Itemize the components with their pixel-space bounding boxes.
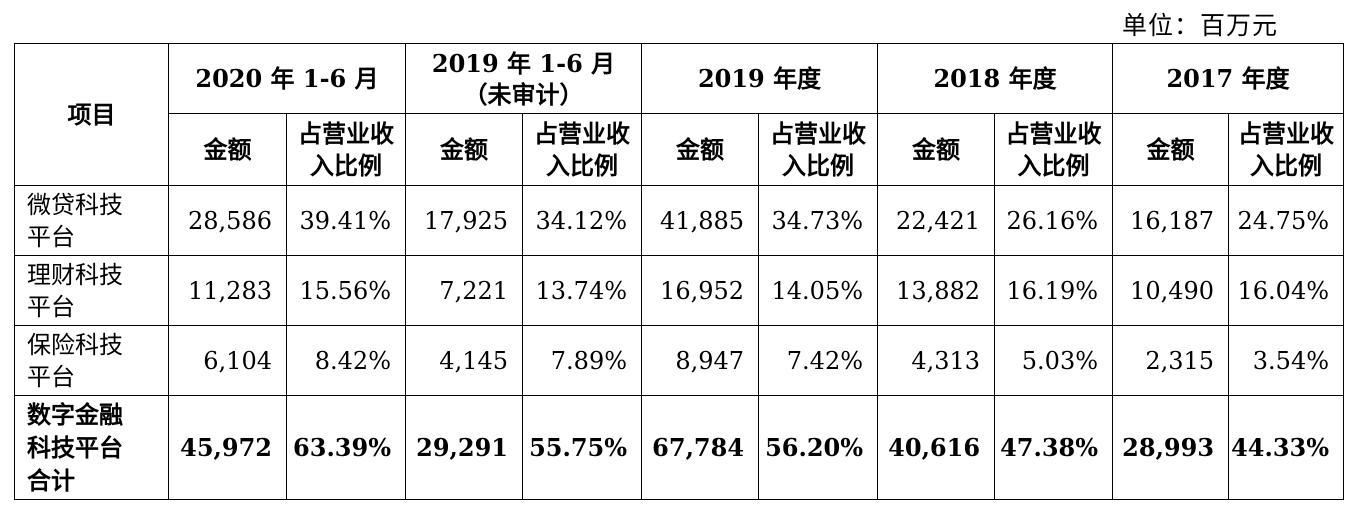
period-header: 2019 年度	[641, 43, 879, 114]
amount-cell: 7,221	[405, 255, 524, 326]
row-label: 微贷科技 平台	[14, 185, 169, 256]
amount-cell: 16,952	[641, 255, 760, 326]
amount-cell: 16,187	[1112, 185, 1230, 256]
ratio-cell: 24.75%	[1228, 185, 1345, 256]
amount-cell: 22,421	[877, 185, 996, 256]
amount-header: 金额	[877, 113, 996, 186]
amount-cell: 11,283	[168, 255, 287, 326]
ratio-cell: 15.56%	[285, 255, 407, 326]
amount-header: 金额	[641, 113, 760, 186]
ratio-cell: 8.42%	[285, 325, 407, 396]
period-header: 2020 年 1-6 月	[167, 43, 407, 114]
ratio-cell: 63.39%	[285, 395, 407, 500]
header-row-periods: 项目 2020 年 1-6 月 2019 年 1-6 月（未审计） 2019 年…	[14, 43, 1345, 186]
period-header: 2017 年度	[1112, 43, 1345, 114]
amount-cell: 10,490	[1112, 255, 1230, 326]
header-row-columns: 金额 占营业收 入比例 金额 占营业收 入比例 金额 占营业收 入比例 金额 占营业收…	[15, 113, 1345, 186]
amount-cell: 17,925	[405, 185, 524, 256]
ratio-cell: 13.74%	[522, 255, 643, 326]
amount-cell: 45,972	[168, 395, 287, 500]
amount-cell: 8,947	[641, 325, 760, 396]
ratio-header: 占营业收 入比例	[522, 113, 643, 186]
item-header: 项目	[14, 43, 169, 186]
amount-header: 金额	[405, 113, 524, 186]
row-label: 理财科技 平台	[14, 255, 169, 326]
amount-cell: 2,315	[1112, 325, 1230, 396]
ratio-header: 占营业收 入比例	[758, 113, 879, 186]
row-label: 保险科技 平台	[14, 325, 169, 396]
ratio-cell: 7.89%	[522, 325, 643, 396]
ratio-cell: 44.33%	[1228, 395, 1345, 500]
total-row: 数字金融 科技平台 合计 45,972 63.39% 29,291 55.75% 6…	[14, 395, 1345, 500]
period-header: 2018 年度	[877, 43, 1114, 114]
revenue-table: 项目 2020 年 1-6 月 2019 年 1-6 月（未审计） 2019 年…	[14, 43, 1345, 500]
amount-cell: 40,616	[877, 395, 996, 500]
ratio-cell: 26.16%	[994, 185, 1114, 256]
amount-cell: 41,885	[641, 185, 760, 256]
ratio-header: 占营业收 入比例	[1228, 113, 1345, 186]
ratio-cell: 39.41%	[285, 185, 407, 256]
amount-cell: 28,993	[1112, 395, 1230, 500]
amount-cell: 4,145	[405, 325, 524, 396]
amount-cell: 4,313	[877, 325, 996, 396]
amount-cell: 13,882	[877, 255, 996, 326]
ratio-cell: 14.05%	[758, 255, 879, 326]
ratio-cell: 34.73%	[758, 185, 879, 256]
ratio-cell: 7.42%	[758, 325, 879, 396]
ratio-cell: 16.19%	[994, 255, 1114, 326]
table-row: 微贷科技 平台 28,586 39.41% 17,925 34.12% 41,88…	[14, 185, 1345, 256]
ratio-cell: 3.54%	[1228, 325, 1345, 396]
amount-header: 金额	[1112, 113, 1230, 186]
ratio-header: 占营业收 入比例	[994, 113, 1114, 186]
period-header: 2019 年 1-6 月（未审计）	[405, 43, 643, 114]
ratio-cell: 34.12%	[522, 185, 643, 256]
ratio-cell: 5.03%	[994, 325, 1114, 396]
unit-label: 单位：百万元	[1121, 11, 1278, 40]
ratio-header: 占营业收 入比例	[285, 113, 407, 186]
amount-cell: 67,784	[641, 395, 760, 500]
ratio-cell: 55.75%	[522, 395, 643, 500]
table-row: 理财科技 平台 11,283 15.56% 7,221 13.74% 16,952…	[14, 255, 1345, 326]
amount-header: 金额	[168, 113, 287, 186]
ratio-cell: 16.04%	[1228, 255, 1345, 326]
row-label: 数字金融 科技平台 合计	[14, 395, 169, 500]
amount-cell: 28,586	[168, 185, 287, 256]
ratio-cell: 56.20%	[758, 395, 879, 500]
amount-cell: 29,291	[405, 395, 524, 500]
amount-cell: 6,104	[168, 325, 287, 396]
ratio-cell: 47.38%	[994, 395, 1114, 500]
table-row: 保险科技 平台 6,104 8.42% 4,145 7.89% 8,947 7.4…	[14, 325, 1345, 396]
